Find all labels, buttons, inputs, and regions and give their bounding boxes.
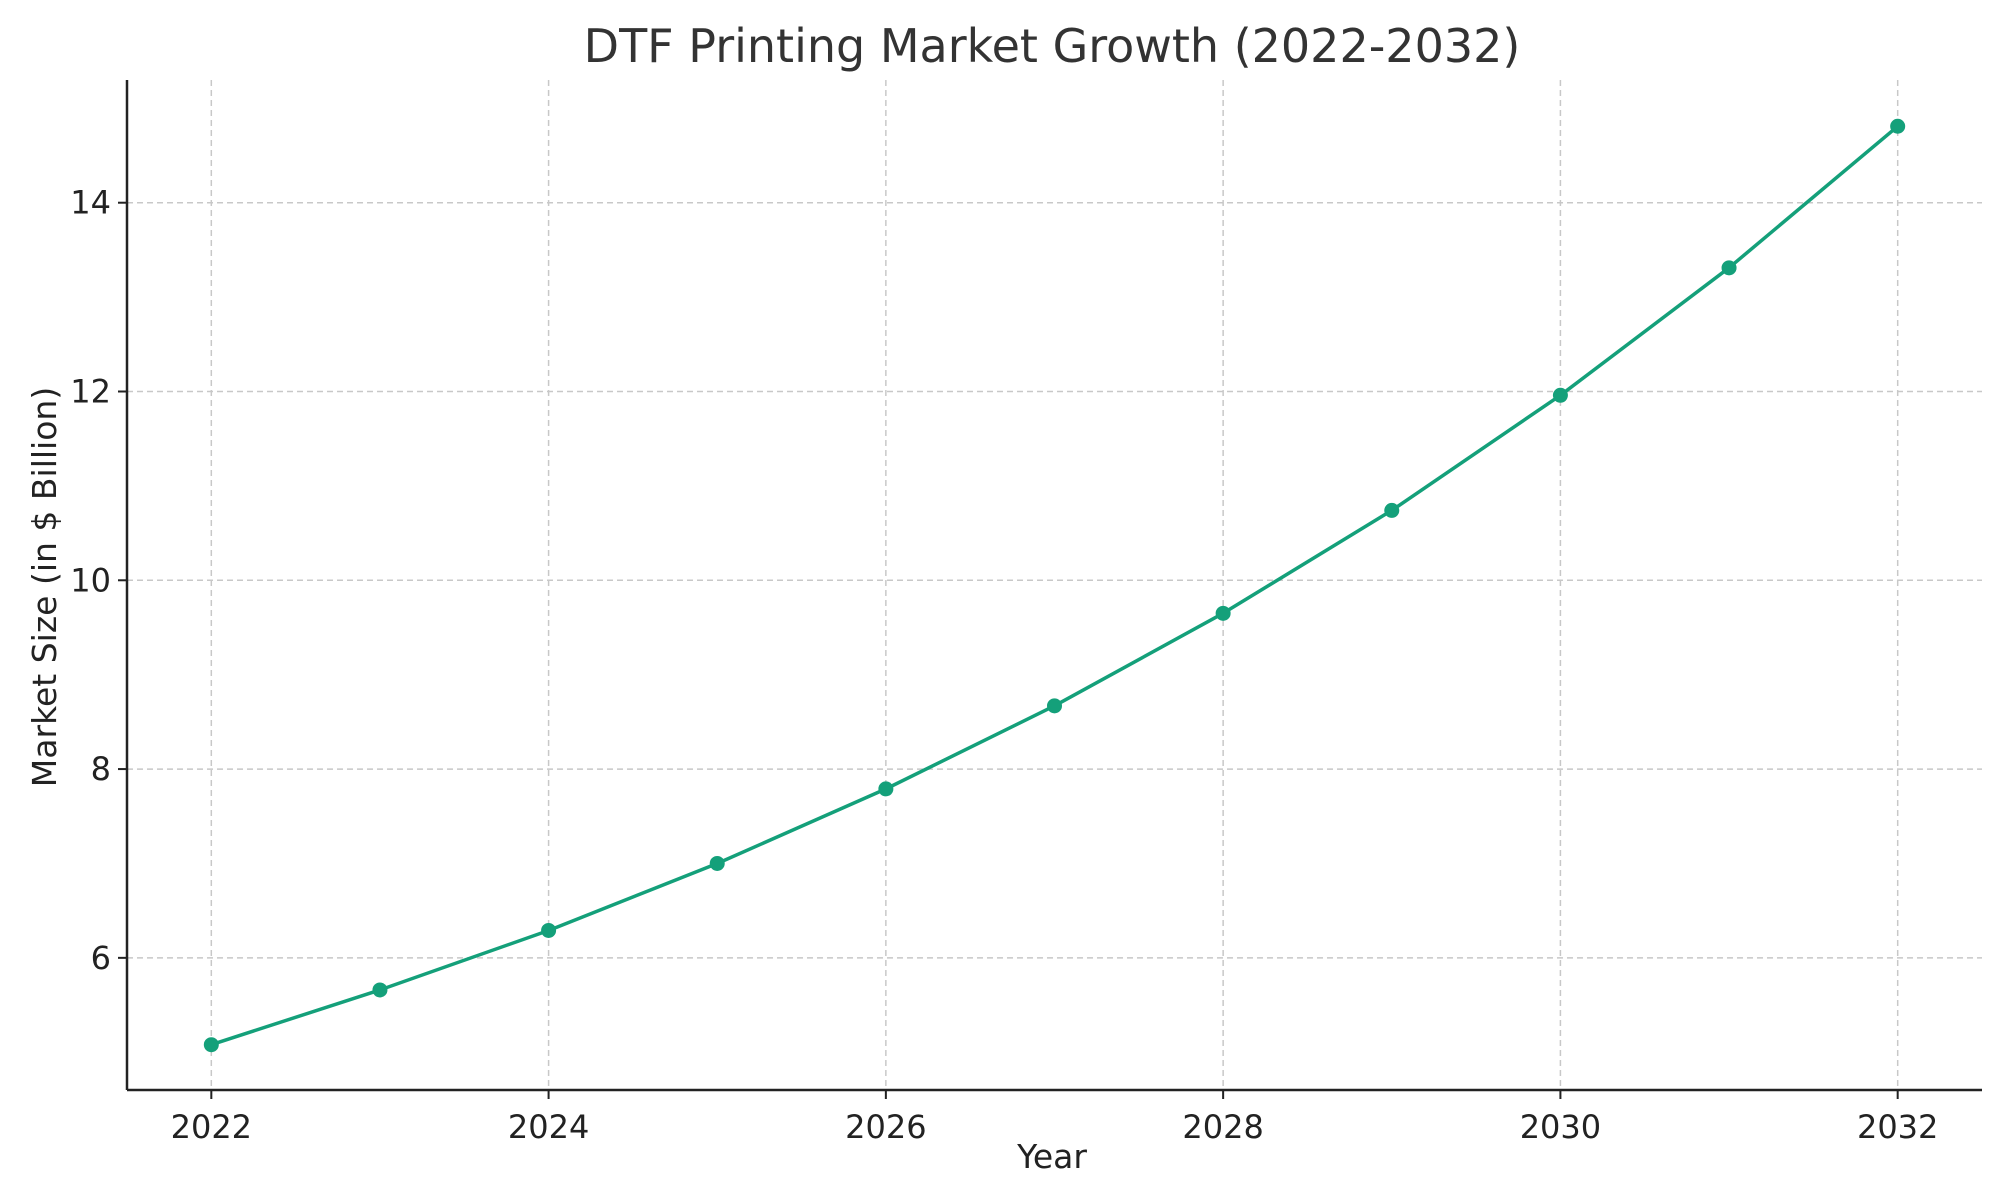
y-tick-label: 10 [70,561,111,599]
x-tick-label: 2024 [508,1108,589,1146]
data-point [1552,387,1568,403]
x-tick-label: 2022 [171,1108,252,1146]
series-line [210,124,1899,1047]
data-point [1384,502,1400,518]
data-point [878,781,894,797]
y-axis-label: Market Size (in $ Billion) [25,387,64,787]
y-tick-label: 6 [91,939,111,977]
data-point [709,855,725,871]
data-point [372,982,388,998]
x-axis-label: Year [1016,1137,1087,1176]
x-tick-label: 2030 [1520,1108,1601,1146]
x-axis-ticks: 2022 2024 2026 2028 2030 2032 [171,1090,1938,1146]
y-tick-label: 14 [70,184,111,222]
x-tick-label: 2028 [1182,1108,1263,1146]
grid [127,80,1982,1090]
y-tick-label: 12 [70,372,111,410]
data-point [1890,118,1906,134]
data-point [1047,698,1062,714]
data-point [1721,260,1737,276]
axes [125,80,1982,1092]
x-tick-label: 2026 [845,1108,926,1146]
data-point [1215,605,1231,621]
y-tick-label: 8 [91,750,111,788]
x-tick-label: 2032 [1857,1108,1938,1146]
chart-title: DTF Printing Market Growth (2022-2032) [584,19,1521,73]
data-point [203,1037,219,1053]
y-axis-ticks: 6 8 10 12 14 [70,184,127,977]
data-point [541,922,557,938]
series-layer [203,118,1906,1053]
